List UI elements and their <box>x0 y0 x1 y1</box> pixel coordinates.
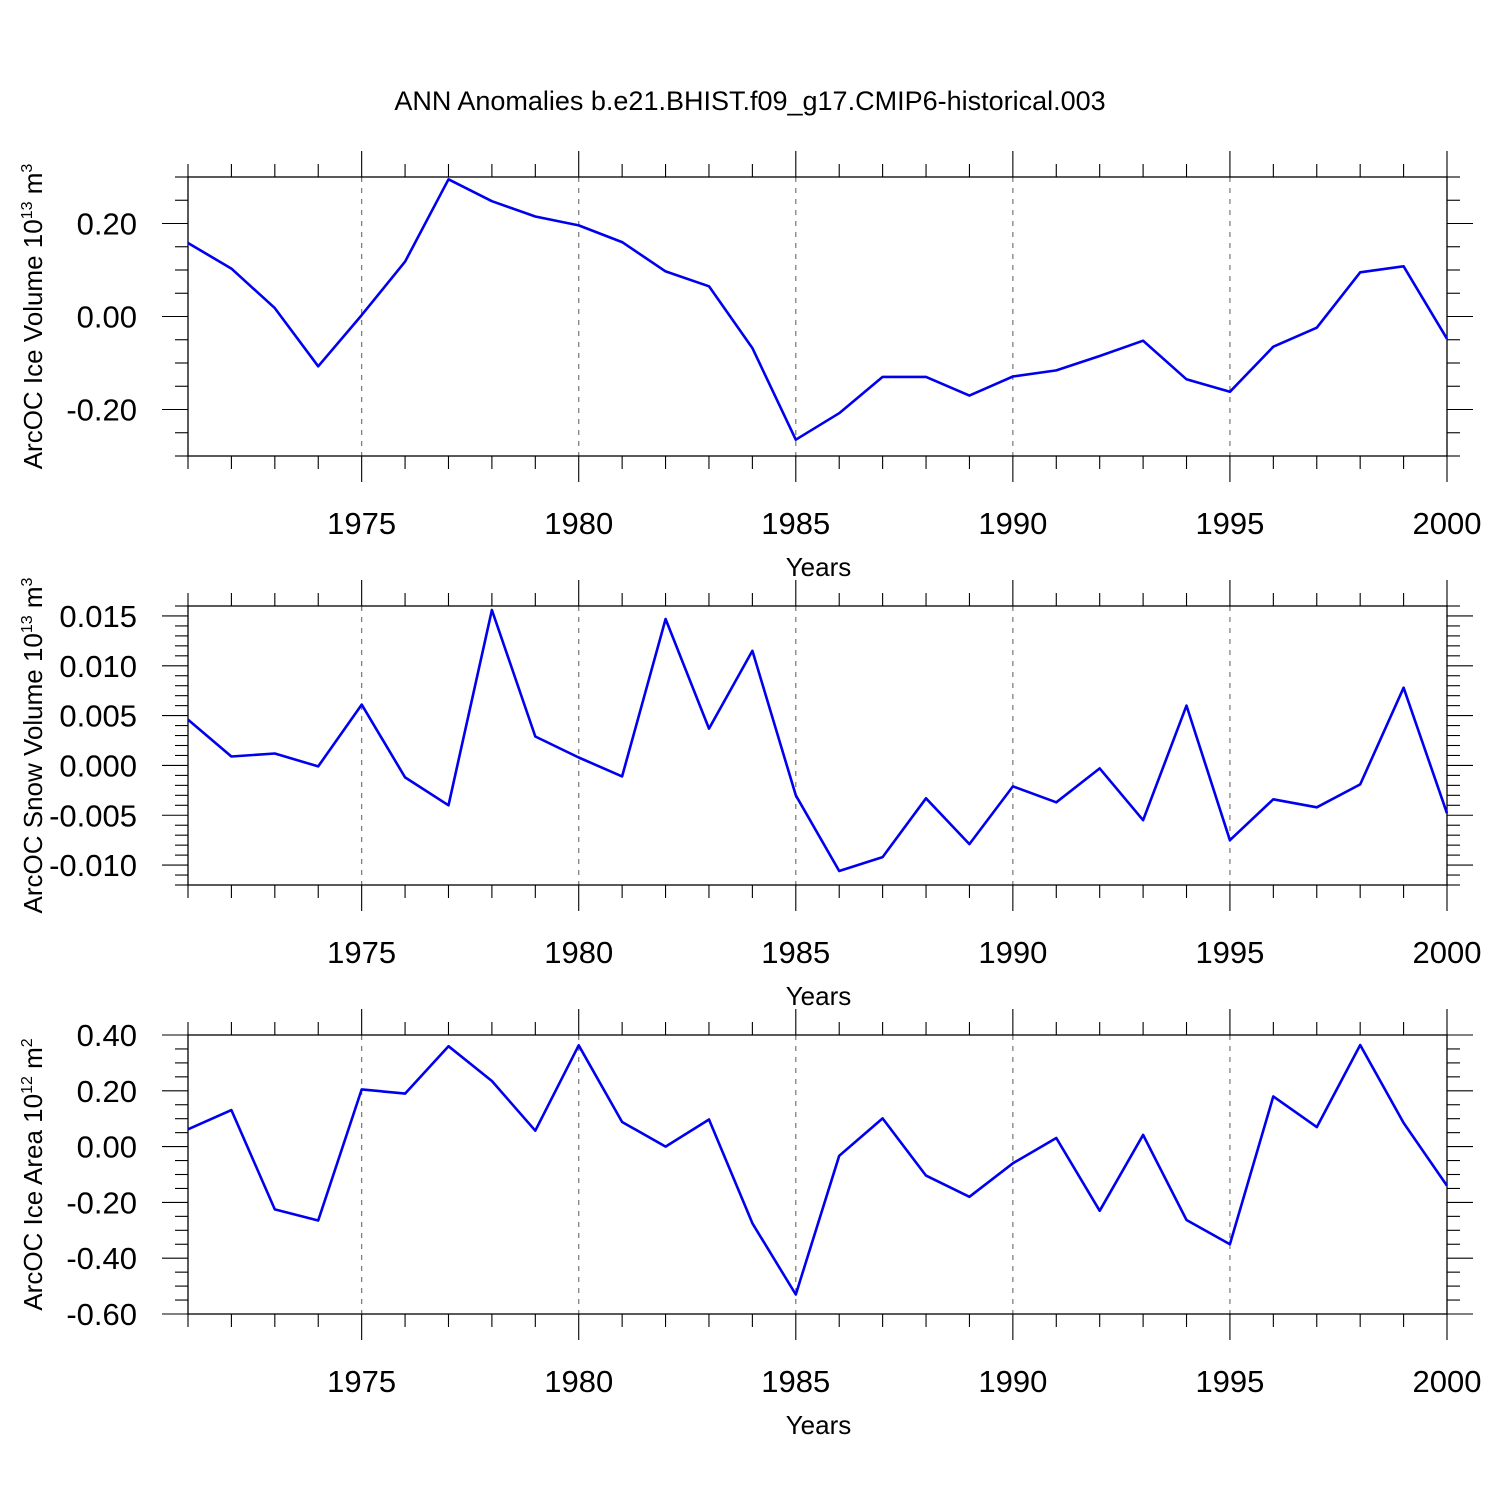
x-tick-label-2000: 2000 <box>1413 935 1482 970</box>
y-axis-title-text: m <box>18 1047 48 1076</box>
x-tick-label-1990: 1990 <box>978 506 1047 541</box>
x-tick-label-1985: 1985 <box>761 506 830 541</box>
y-tick-label: -0.010 <box>49 848 137 883</box>
y-tick-label: -0.20 <box>66 1185 137 1220</box>
panel-1: -0.20 0.00 0.20 1975 1980 1985 1990 1995 2000 Yea… <box>18 151 1481 582</box>
x-tick-label-1985: 1985 <box>761 1364 830 1399</box>
x-tick-label-1995: 1995 <box>1195 506 1264 541</box>
y-axis-title-text: ArcOC Snow Volume 10 <box>18 633 48 913</box>
y-axis-title-text: ArcOC Ice Volume 10 <box>18 219 48 469</box>
x-axis-title: Years <box>786 981 852 1011</box>
panels: -0.20 0.00 0.20 1975 1980 1985 1990 1995 2000 Yea… <box>18 151 1481 1440</box>
y-tick-label: 0.00 <box>77 300 137 335</box>
y-tick-label: 0.20 <box>77 207 137 242</box>
y-axis-title-superscript: 13 <box>19 615 36 633</box>
y-axis-title-superscript: 3 <box>19 577 36 586</box>
y-tick-label: -0.60 <box>66 1297 137 1332</box>
series-line <box>187 608 1449 873</box>
y-axis-title: ArcOC Snow Volume 1013 m3 <box>18 577 48 913</box>
x-axis-title: Years <box>786 1410 852 1440</box>
x-tick-label-1980: 1980 <box>544 506 613 541</box>
plot-frame <box>187 605 1448 886</box>
y-axis-title-superscript: 3 <box>19 164 36 173</box>
plot-frame <box>187 176 1448 457</box>
x-tick-label-1990: 1990 <box>978 935 1047 970</box>
series-line <box>187 1043 1449 1296</box>
y-tick-label: 0.010 <box>59 649 137 684</box>
y-axis-title-superscript: 2 <box>19 1038 36 1047</box>
x-tick-label-1990: 1990 <box>978 1364 1047 1399</box>
x-axis-title: Years <box>786 552 852 582</box>
y-tick-label: 0.20 <box>77 1074 137 1109</box>
y-tick-label: -0.005 <box>49 798 137 833</box>
x-tick-label-2000: 2000 <box>1413 1364 1482 1399</box>
y-tick-label: -0.40 <box>66 1241 137 1276</box>
y-axis-title: ArcOC Ice Area 1012 m2 <box>18 1038 48 1310</box>
y-tick-label: -0.20 <box>66 393 137 428</box>
y-axis-title-text: ArcOC Ice Area 10 <box>18 1094 48 1311</box>
chart-title: ANN Anomalies b.e21.BHIST.f09_g17.CMIP6-… <box>394 86 1105 116</box>
y-axis-title-superscript: 12 <box>19 1076 36 1094</box>
y-axis-title-text: m <box>18 586 48 615</box>
x-tick-label-2000: 2000 <box>1413 506 1482 541</box>
y-tick-label: 0.00 <box>77 1130 137 1165</box>
x-tick-label-1995: 1995 <box>1195 935 1264 970</box>
y-axis-title: ArcOC Ice Volume 1013 m3 <box>18 164 48 470</box>
x-tick-label-1985: 1985 <box>761 935 830 970</box>
x-tick-label-1975: 1975 <box>327 506 396 541</box>
panel-2: -0.010 -0.005 0.000 0.005 0.010 0.015 1975 1980… <box>18 577 1481 1011</box>
x-tick-label-1980: 1980 <box>544 935 613 970</box>
x-tick-label-1975: 1975 <box>327 935 396 970</box>
y-tick-label: 0.015 <box>59 599 137 634</box>
panel-3: -0.60 -0.40 -0.20 0.00 0.20 0.40 1975 1980 1985 1… <box>18 1009 1481 1440</box>
y-tick-label: 0.000 <box>59 748 137 783</box>
x-tick-label-1975: 1975 <box>327 1364 396 1399</box>
y-tick-label: 0.005 <box>59 699 137 734</box>
x-tick-label-1995: 1995 <box>1195 1364 1264 1399</box>
plot-frame <box>187 1034 1448 1315</box>
y-axis-title-text: m <box>18 173 48 202</box>
y-tick-label: 0.40 <box>77 1018 137 1053</box>
series-line <box>187 178 1449 442</box>
x-tick-label-1980: 1980 <box>544 1364 613 1399</box>
y-axis-title-superscript: 13 <box>19 201 36 219</box>
